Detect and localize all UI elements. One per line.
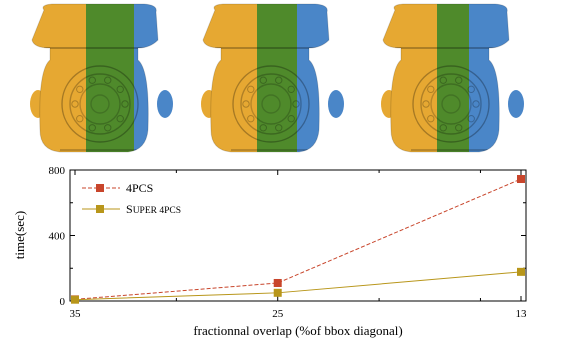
dial-ring bbox=[430, 83, 472, 125]
data-point bbox=[71, 295, 79, 304]
dial-ring bbox=[232, 65, 310, 143]
data-point bbox=[517, 267, 525, 276]
overlap-region bbox=[437, 4, 469, 152]
legend-entry-super4pcs: SUPER 4PCS bbox=[82, 202, 181, 216]
telephone-renders bbox=[30, 3, 524, 153]
x-tick-label: 35 bbox=[70, 308, 82, 320]
y-axis-ticks: 0 400 800 bbox=[49, 165, 526, 308]
data-point bbox=[273, 288, 282, 297]
legend-label-4pcs: 4PCS bbox=[126, 181, 153, 195]
dial-ring bbox=[69, 73, 131, 135]
y-tick-label: 400 bbox=[49, 231, 66, 243]
legend-label-super4pcs-initial: S bbox=[126, 202, 133, 216]
dial-ring bbox=[261, 94, 281, 114]
telephone-render bbox=[381, 3, 524, 153]
legend-entry-4pcs: 4PCS bbox=[82, 181, 153, 195]
legend-marker-super4pcs bbox=[96, 205, 104, 213]
x-axis-label: fractionnal overlap (%of bbox diagonal) bbox=[193, 323, 402, 338]
timing-chart: 0 400 800 35 25 13 time(sec) fractionnal ove… bbox=[12, 165, 527, 338]
legend-marker-4pcs bbox=[96, 184, 104, 192]
dial-ring bbox=[61, 65, 139, 143]
legend-label-super4pcs-rest: UPER 4PCS bbox=[133, 206, 181, 216]
dial-ring bbox=[90, 94, 110, 114]
y-tick-label: 800 bbox=[49, 165, 66, 177]
overlap-region bbox=[86, 4, 134, 152]
right-region bbox=[297, 4, 329, 152]
dial-ring bbox=[250, 83, 292, 125]
right-knob bbox=[328, 90, 344, 118]
data-point bbox=[273, 278, 282, 287]
x-tick-label: 13 bbox=[516, 308, 528, 320]
x-axis-ticks: 35 25 13 bbox=[70, 170, 528, 320]
y-tick-label: 0 bbox=[60, 296, 66, 308]
dial-ring bbox=[441, 94, 461, 114]
x-tick-label: 25 bbox=[272, 308, 284, 320]
telephone-render bbox=[201, 3, 344, 153]
data-point bbox=[517, 175, 525, 184]
right-knob bbox=[508, 90, 524, 118]
legend: 4PCS SUPER 4PCS bbox=[82, 181, 181, 216]
series-layer bbox=[71, 175, 525, 304]
series-line bbox=[74, 178, 522, 300]
series-line bbox=[74, 271, 522, 301]
telephone-render bbox=[30, 3, 173, 153]
dial-ring bbox=[420, 73, 482, 135]
dial-ring bbox=[412, 65, 490, 143]
overlap-region bbox=[257, 4, 297, 152]
dial-ring bbox=[79, 83, 121, 125]
dial-ring bbox=[240, 73, 302, 135]
series-super4pcs bbox=[71, 267, 525, 304]
right-region bbox=[469, 4, 509, 152]
y-axis-label: time(sec) bbox=[12, 211, 27, 259]
legend-label-super4pcs: SUPER 4PCS bbox=[126, 202, 181, 216]
right-knob bbox=[157, 90, 173, 118]
right-region bbox=[134, 4, 158, 152]
